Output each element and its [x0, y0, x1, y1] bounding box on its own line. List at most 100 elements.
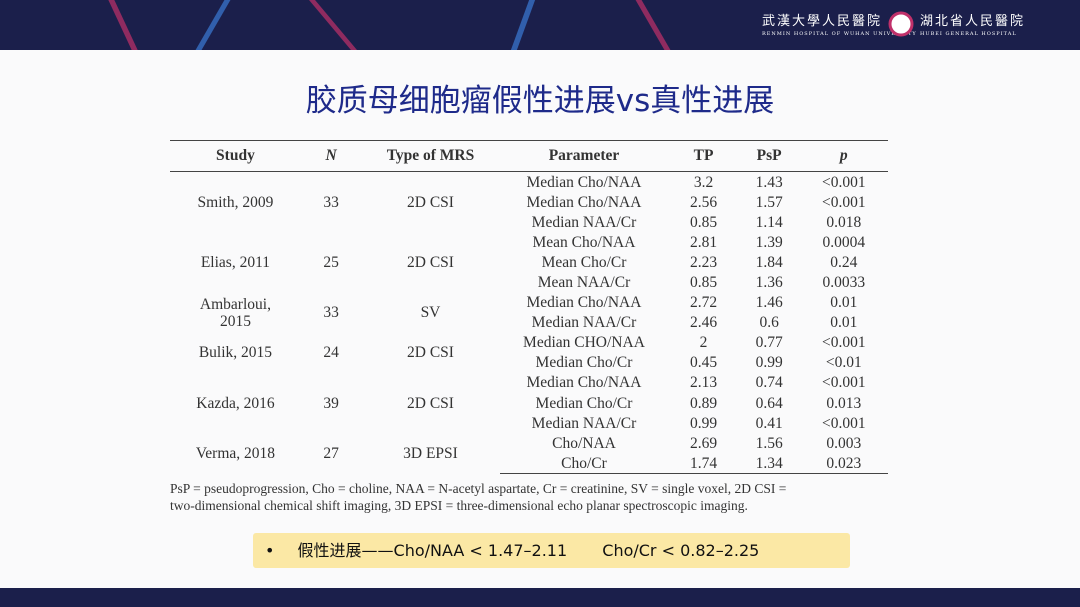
cell-study: Kazda, 2016	[196, 394, 275, 412]
cell-psp: 0.41	[755, 414, 783, 432]
logo: 湖北省人民醫院 HUBEI GENERAL HOSPITAL	[920, 10, 1025, 37]
logo-icon	[888, 11, 914, 37]
column-header: PsP	[738, 140, 800, 172]
cell-tp: 0.89	[689, 394, 718, 412]
cell-psp: 1.39	[755, 233, 783, 251]
cell-type: 2D CSI	[407, 193, 454, 211]
bullet-text: 假性进展——Cho/NAA < 1.47–2.11	[297, 541, 568, 560]
logo-text: HUBEI GENERAL HOSPITAL	[920, 31, 1017, 37]
cell-tp: 3.2	[693, 173, 714, 191]
cell-p: 0.003	[826, 434, 862, 452]
bullet-text: Cho/Cr < 0.82–2.25	[602, 541, 760, 560]
table-row: Kazda, 2016 39 2D CSI Median Cho/NAA 2.13 0.7…	[170, 373, 888, 411]
table-row: Median Cho/Cr 0.45 0.99 <0.01	[170, 353, 888, 373]
cell-psp: 1.84	[755, 253, 783, 271]
logo-text: 武漢大學人民醫院	[762, 14, 883, 29]
cell-tp: 2.81	[689, 233, 718, 251]
cell-psp: 1.57	[755, 193, 783, 211]
cell-p: 0.0004	[822, 233, 866, 251]
decoration	[510, 0, 536, 50]
cell-p: <0.01	[825, 354, 862, 372]
cell-p: <0.001	[821, 334, 866, 352]
cell-parameter: Median NAA/Cr	[531, 314, 637, 332]
footer-bar	[0, 588, 1080, 607]
table-row: Bulik, 2015 24 2D CSI Median CHO/NAA 2 0.77 <0…	[170, 333, 888, 361]
cell-p: 0.018	[826, 213, 862, 231]
cell-psp: 0.6	[759, 314, 779, 332]
logo-text: 湖北省人民醫院	[920, 14, 1026, 29]
data-table: Study N Type of MRS Parameter TP PsP p Smith, …	[170, 140, 888, 475]
cell-tp: 2.56	[689, 193, 718, 211]
cell-study: Verma, 2018	[195, 445, 276, 463]
bullet-marker: •	[265, 541, 275, 560]
cell-type: SV	[420, 304, 441, 322]
cell-study: Ambarloui, 2015	[199, 295, 271, 330]
cell-parameter: Mean NAA/Cr	[537, 274, 631, 292]
cell-p: <0.001	[821, 374, 866, 392]
cell-p: 0.01	[830, 294, 858, 312]
cell-psp: 0.77	[755, 334, 783, 352]
cell-parameter: Median Cho/Cr	[535, 394, 633, 412]
cell-n: 24	[323, 344, 339, 362]
bullet-box: • 假性进展——Cho/NAA < 1.47–2.11 Cho/Cr < 0.8…	[253, 533, 850, 568]
table-row: Cho/Cr 1.74 1.34 0.023	[170, 453, 888, 475]
cell-p: 0.01	[830, 314, 858, 332]
decoration	[195, 0, 231, 50]
cell-parameter: Median NAA/Cr	[531, 213, 637, 231]
cell-tp: 2.23	[689, 253, 718, 271]
slide-title: 胶质母细胞瘤假性进展vs真性进展	[305, 83, 775, 119]
logo-text: RENMIN HOSPITAL OF WUHAN UNIVERSITY	[762, 31, 917, 37]
cell-psp: 0.64	[755, 394, 783, 412]
cell-p: <0.001	[821, 414, 866, 432]
cell-parameter: Cho/NAA	[552, 434, 616, 452]
logo: 武漢大學人民醫院 RENMIN HOSPITAL OF WUHAN UNIVER…	[762, 10, 917, 37]
table-row: Ambarloui, 2015 33 SV Median Cho/NAA 2.72 1.4…	[170, 293, 888, 330]
table-row: Median Cho/Cr 0.89 0.64 0.013	[170, 393, 888, 413]
table-row: Median Cho/NAA 2.56 1.57 <0.001	[170, 192, 888, 212]
cell-psp: 0.99	[755, 354, 783, 372]
table-row: Smith, 2009 33 2D CSI Median Cho/NAA 3.2 1.43…	[170, 172, 888, 211]
cell-tp: 1.74	[668, 453, 739, 475]
cell-parameter: Median Cho/NAA	[526, 294, 642, 312]
footnote: PsP = pseudoprogression, Cho = choline, …	[170, 481, 787, 496]
cell-type: 2D CSI	[407, 344, 454, 362]
cell-parameter: Cho/Cr	[499, 453, 669, 475]
column-header: Study	[170, 140, 301, 172]
cell-tp: 0.99	[689, 414, 718, 432]
decoration	[309, 0, 357, 50]
cell-parameter: Median Cho/NAA	[526, 173, 642, 191]
table-row: Elias, 2011 25 2D CSI Mean Cho/NAA 2.81 1.39 0…	[170, 232, 888, 271]
cell-study: Smith, 2009	[197, 193, 274, 211]
table-row: Median NAA/Cr 2.46 0.6 0.01	[170, 313, 888, 333]
cell-p: 0.013	[826, 394, 862, 412]
cell-type: 2D CSI	[407, 253, 454, 271]
cell-tp: 2.13	[689, 374, 718, 392]
cell-tp: 0.85	[689, 213, 718, 231]
cell-parameter: Median NAA/Cr	[531, 414, 637, 432]
cell-study: Elias, 2011	[200, 253, 271, 271]
cell-tp: 2.72	[689, 294, 718, 312]
cell-p: 0.24	[830, 253, 858, 271]
footnote: two-dimensional chemical shift imaging, …	[170, 498, 748, 513]
cell-n: 33	[323, 304, 339, 322]
cell-n: 25	[323, 253, 339, 271]
cell-parameter: Median CHO/NAA	[523, 334, 645, 352]
cell-psp: 1.34	[738, 453, 800, 475]
cell-psp: 1.14	[755, 213, 783, 231]
cell-n: 39	[323, 394, 339, 412]
column-header: N	[300, 140, 362, 172]
cell-parameter: Mean Cho/NAA	[532, 233, 636, 251]
column-header: TP	[668, 140, 739, 172]
cell-psp: 1.46	[755, 294, 783, 312]
cell-psp: 0.74	[755, 374, 783, 392]
table-row: Median NAA/Cr 0.99 0.41 <0.001	[170, 413, 888, 433]
table-row: Verma, 2018 27 3D EPSI Cho/NAA 2.69 1.56 0.003	[170, 433, 888, 462]
cell-p: 0.023	[799, 453, 888, 475]
cell-tp: 2.69	[689, 434, 718, 452]
cell-tp: 2.46	[689, 314, 718, 332]
cell-psp: 1.36	[755, 274, 783, 292]
cell-psp: 1.43	[755, 173, 783, 191]
decoration	[635, 0, 671, 50]
cell-type: 2D CSI	[407, 394, 454, 412]
cell-p: <0.001	[821, 193, 866, 211]
